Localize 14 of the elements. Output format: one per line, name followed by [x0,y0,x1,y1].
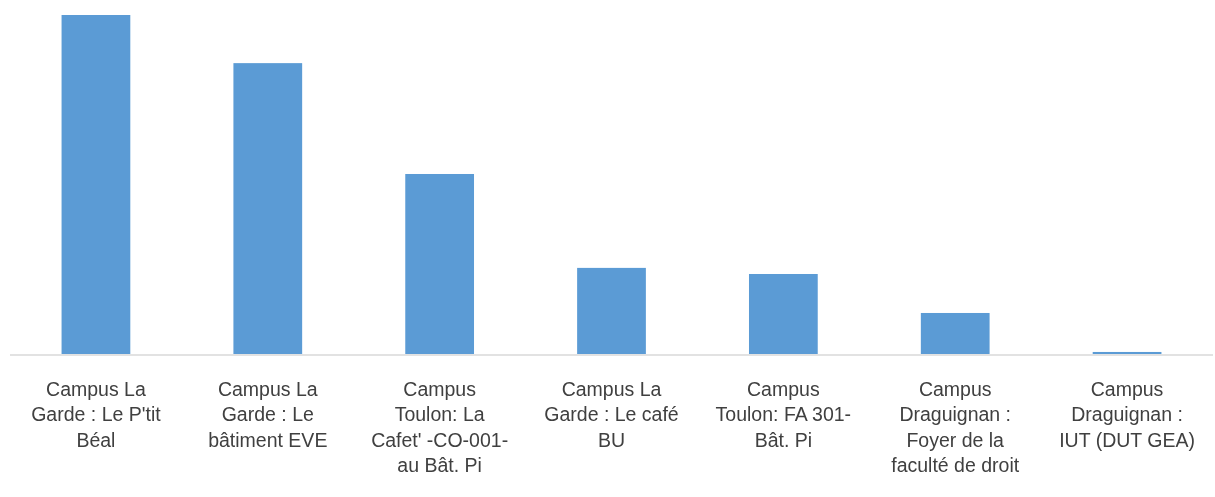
x-tick-label: Campus La Garde : Le café BU [544,378,679,451]
bar [405,173,475,354]
x-tick-label: Campus Draguignan : Foyer de la faculté de droit [891,378,1020,477]
x-tick-label: Campus La Garde : Le P'tit Béal [31,378,162,451]
bar [577,267,646,354]
x-tick-label: Campus Toulon: La Cafet' -CO-001- au Bât. Pi [371,378,509,477]
x-tick-label: Campus Toulon: FA 301- Bât. Pi [715,378,852,451]
bar [748,274,818,354]
x-tick-label: Campus La Garde : Le bâtiment EVE [208,378,328,451]
bar [1092,351,1162,354]
bar [233,63,303,354]
x-tick-label: Campus Draguignan : IUT (DUT GEA) [1059,378,1195,451]
bar [61,15,131,354]
bar [920,312,990,354]
